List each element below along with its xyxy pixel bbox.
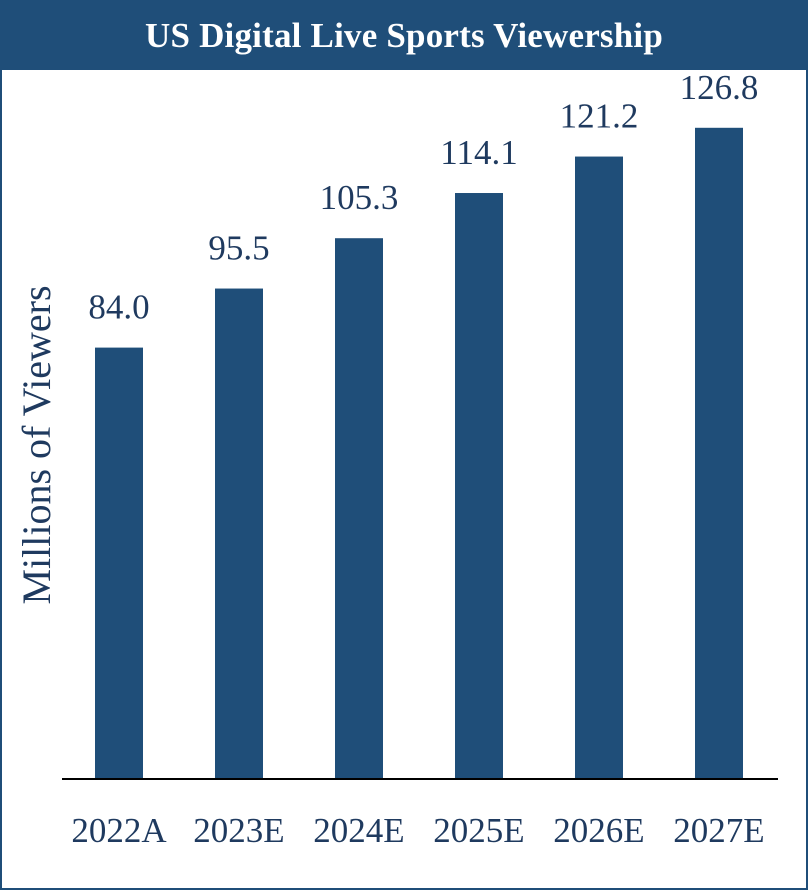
value-label-2026E: 121.2 [560,97,639,136]
title-bar: US Digital Live Sports Viewership [2,2,806,70]
category-label-2027E: 2027E [673,811,764,850]
bar-2026E [575,156,623,780]
y-axis-title: Millions of Viewers [14,285,59,604]
category-label-2025E: 2025E [433,811,524,850]
bar-2027E [695,127,743,779]
value-labels-group: 84.0 95.5 105.3 114.1 121.2 126.8 [88,68,758,327]
bar-2023E [215,288,263,779]
bar-2022A [95,347,143,779]
category-label-2023E: 2023E [193,811,284,850]
category-labels-group: 2022A 2023E 2024E 2025E 2026E 2027E [71,811,764,850]
chart-title: US Digital Live Sports Viewership [144,16,663,55]
value-label-2022A: 84.0 [88,288,149,327]
value-label-2023E: 95.5 [208,229,269,268]
value-label-2024E: 105.3 [320,178,399,217]
bar-2025E [455,193,503,779]
category-label-2026E: 2026E [553,811,644,850]
value-label-2027E: 126.8 [680,68,759,107]
value-label-2025E: 114.1 [440,133,517,172]
bars-group [95,127,743,780]
bar-2024E [335,238,383,779]
category-label-2024E: 2024E [313,811,404,850]
category-label-2022A: 2022A [71,811,167,850]
